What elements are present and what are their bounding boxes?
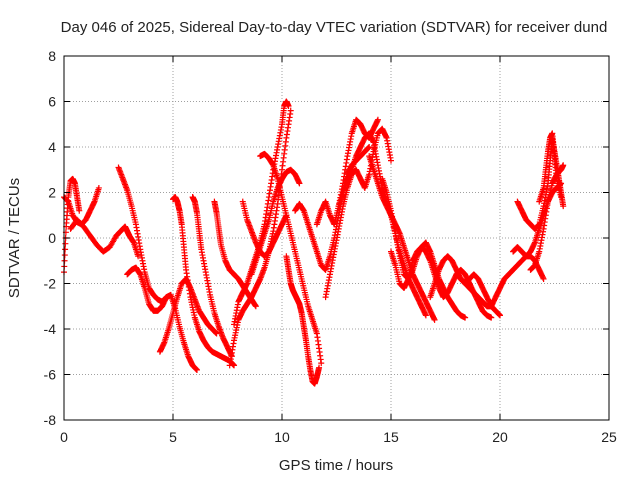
data-point [252,303,259,310]
series-sat-p [292,144,373,273]
x-tick-label-4: 20 [492,429,508,445]
data-point [540,275,547,282]
series-sat-u [379,175,469,321]
data-point [366,144,373,150]
y-tick-label-0: -8 [44,412,57,428]
series-sat-i [211,198,259,310]
x-tick-label-1: 5 [169,429,177,445]
axis-ticks: 0 5 10 15 20 25 -8 -6 -4 -2 0 2 4 6 8 [44,48,617,445]
series-sat-n [257,150,325,367]
y-tick-label-4: 0 [48,230,56,246]
data-point [560,162,567,169]
y-tick-label-1: -6 [44,367,57,383]
data-point [316,364,323,371]
data-point [374,116,381,123]
data-point [318,360,325,367]
data-point [560,203,567,210]
data-point [62,240,69,247]
y-tick-label-7: 6 [48,94,56,110]
x-tick-label-3: 15 [383,429,399,445]
y-tick-label-8: 8 [48,48,56,64]
y-tick-label-5: 2 [48,185,56,201]
data-point [285,103,292,110]
y-axis-label: SDTVAR / TECUs [6,178,23,298]
y-tick-label-2: -4 [44,321,57,337]
data-point [296,180,303,187]
data-point [135,253,142,260]
data-series [61,98,567,387]
chart-title: Day 046 of 2025, Sidereal Day-to-day VTE… [61,19,608,36]
data-point [558,194,565,201]
series-sat-y [510,180,565,260]
data-point [462,314,469,321]
data-point [488,314,495,321]
data-point [61,252,68,259]
grid-lines [64,56,609,420]
y-tick-label-6: 4 [48,139,56,155]
series-sat-r [322,125,394,301]
series-sat-s [335,130,429,319]
data-point [193,366,200,373]
series-sat-h [189,194,235,360]
data-point [287,107,294,114]
series-sat-v [388,244,495,321]
x-axis-label: GPS time / hours [279,457,393,474]
data-point [497,312,503,319]
series-sat-o [283,253,323,387]
series-sat-m [248,166,303,278]
data-point [76,207,83,214]
series-sat-d [115,164,170,305]
data-point [95,184,102,191]
x-tick-label-5: 25 [601,429,617,445]
data-point [422,312,429,319]
data-point [62,246,69,253]
data-point [431,316,438,323]
x-tick-label-2: 10 [274,429,290,445]
data-point [61,257,68,264]
x-tick-label-0: 0 [60,429,68,445]
y-tick-label-3: -2 [44,276,57,292]
series-sat-ab [536,130,565,205]
series-sat-c [67,216,142,260]
data-point [388,157,394,164]
